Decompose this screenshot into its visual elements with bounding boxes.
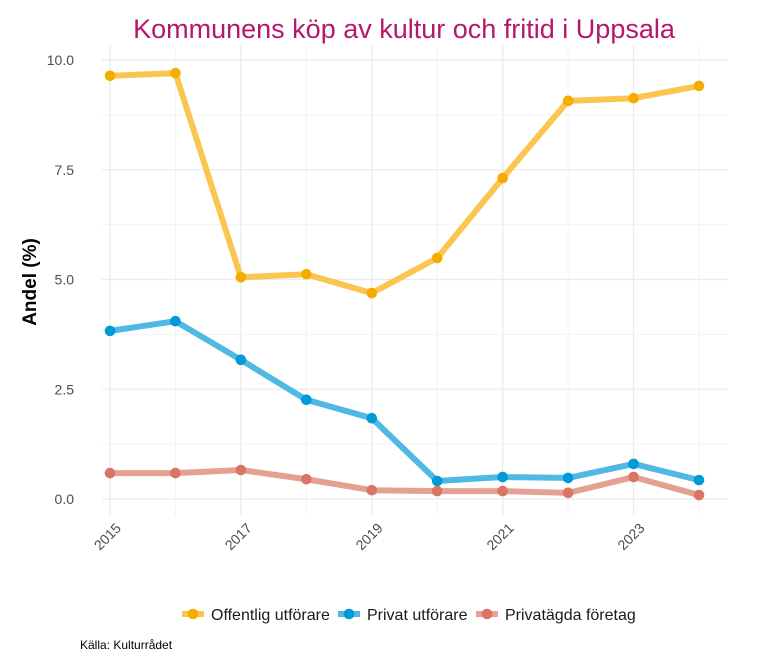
data-point	[497, 172, 508, 184]
legend-key-point	[187, 608, 199, 620]
x-tick-label: 2015	[91, 520, 124, 553]
data-point	[431, 485, 443, 497]
data-point	[693, 80, 705, 92]
series-0	[104, 67, 705, 299]
data-point	[301, 268, 312, 280]
data-point	[235, 354, 247, 366]
series-line	[110, 467, 700, 498]
data-point	[104, 467, 116, 479]
grid-lines	[102, 45, 728, 516]
series-line	[109, 318, 700, 485]
series-2	[104, 464, 705, 501]
y-axis-ticks: 0.0 2.5 5.0 7.5 10.0	[47, 52, 74, 507]
data-point	[170, 67, 181, 79]
y-tick-label: 5.0	[55, 272, 75, 288]
y-tick-label: 2.5	[55, 381, 75, 397]
data-point	[235, 464, 247, 476]
legend: Offentlig utförare Privat utförare Privatä…	[182, 607, 636, 624]
legend-key-point	[343, 608, 355, 620]
legend-item: Privatägda företag	[476, 607, 636, 624]
x-tick-label: 2021	[483, 520, 516, 553]
data-point	[431, 475, 443, 487]
data-point	[104, 325, 116, 337]
y-tick-label: 10.0	[47, 52, 74, 68]
data-point	[497, 485, 508, 497]
data-point	[170, 467, 181, 479]
x-tick-label: 2023	[614, 520, 647, 553]
series-1	[104, 315, 705, 487]
data-point	[366, 412, 378, 424]
data-point	[366, 484, 378, 496]
data-point	[301, 394, 312, 406]
data-point	[628, 471, 639, 483]
data-point	[693, 489, 705, 501]
data-point	[431, 252, 443, 264]
legend-item: Offentlig utförare	[182, 607, 330, 624]
x-tick-label: 2019	[352, 520, 385, 553]
series-group	[104, 67, 705, 501]
data-point	[562, 472, 574, 484]
data-point	[628, 92, 639, 104]
x-tick-label: 2017	[222, 520, 255, 553]
data-point	[235, 272, 247, 283]
x-axis-ticks: 2015 2017 2019 2021 2023	[91, 520, 648, 553]
legend-label: Privat utförare	[367, 607, 468, 624]
data-point	[497, 471, 508, 483]
data-point	[366, 287, 378, 299]
legend-item: Privat utförare	[338, 607, 468, 624]
y-tick-label: 7.5	[55, 162, 75, 178]
data-point	[301, 473, 312, 485]
series-line	[109, 70, 700, 297]
data-point	[170, 315, 181, 327]
data-point	[562, 95, 574, 107]
y-tick-label: 0.0	[55, 491, 75, 507]
caption: Källa: Kulturrådet	[80, 638, 173, 652]
legend-label: Privatägda företag	[505, 607, 636, 624]
data-point	[693, 474, 705, 486]
data-point	[104, 70, 116, 82]
y-axis-label: Andel (%)	[20, 238, 41, 326]
legend-label: Offentlig utförare	[211, 607, 330, 624]
legend-key-point	[481, 608, 493, 620]
data-point	[562, 487, 574, 499]
chart-title: Kommunens köp av kultur och fritid i Upp…	[133, 14, 676, 44]
data-point	[628, 458, 639, 470]
